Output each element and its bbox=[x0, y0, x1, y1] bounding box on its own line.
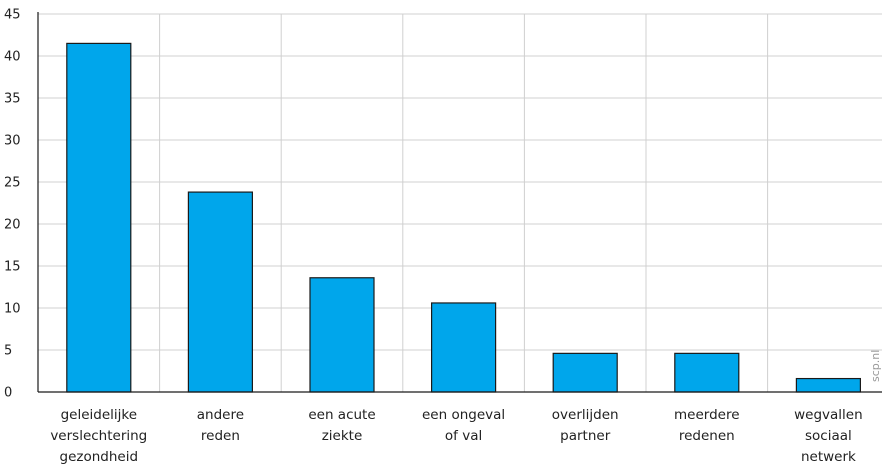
x-category-label: een ongeval of val bbox=[422, 407, 505, 444]
x-category-label-line: redenen bbox=[679, 428, 735, 444]
bars bbox=[66, 42, 862, 393]
x-category-label: wegvallen sociaal netwerk bbox=[794, 407, 863, 465]
y-tick-label: 30 bbox=[4, 134, 21, 149]
x-category-label: geleidelijke verslechtering gezondheid bbox=[50, 407, 147, 465]
x-category-label-line: wegvallen bbox=[794, 407, 863, 423]
x-category-label-line: een ongeval bbox=[422, 407, 505, 423]
y-tick-label: 0 bbox=[4, 386, 12, 401]
grid bbox=[38, 13, 882, 392]
x-category-label-line: sociaal bbox=[805, 428, 852, 444]
bar bbox=[309, 277, 375, 393]
x-category-label: andere reden bbox=[197, 407, 244, 444]
x-category-label-line: meerdere bbox=[674, 407, 740, 423]
x-category-label-line: gezondheid bbox=[60, 449, 139, 465]
y-tick-label: 45 bbox=[4, 8, 21, 23]
x-category-label-line: of val bbox=[445, 428, 482, 444]
x-category-label: een acute ziekte bbox=[308, 407, 375, 444]
x-category-label-line: reden bbox=[201, 428, 240, 444]
x-category-label-line: ziekte bbox=[322, 428, 363, 444]
y-tick-label: 20 bbox=[4, 218, 21, 233]
bar bbox=[674, 352, 740, 393]
bar bbox=[431, 302, 497, 393]
x-category-label-line: overlijden bbox=[552, 407, 619, 423]
x-category-label-line: netwerk bbox=[801, 449, 856, 465]
x-category-label-line: een acute bbox=[308, 407, 375, 423]
x-category-label-line: andere bbox=[197, 407, 244, 423]
x-category-label-line: partner bbox=[560, 428, 611, 444]
y-tick-label: 5 bbox=[4, 344, 12, 359]
bar bbox=[66, 42, 132, 393]
bar bbox=[187, 191, 253, 393]
x-category-label-line: verslechtering bbox=[50, 428, 147, 444]
x-axis-labels: geleidelijke verslechtering gezondheid ande… bbox=[50, 407, 862, 465]
y-tick-label: 35 bbox=[4, 92, 21, 107]
y-axis-ticks: 0 5 10 15 20 25 30 35 40 45 bbox=[4, 8, 21, 401]
bar bbox=[795, 377, 862, 393]
y-tick-label: 40 bbox=[4, 50, 21, 65]
x-category-label: meerdere redenen bbox=[674, 407, 740, 444]
watermark-label: scp.nl bbox=[869, 350, 882, 382]
x-category-label-line: geleidelijke bbox=[61, 407, 137, 423]
bar bbox=[552, 352, 618, 393]
x-category-label: overlijden partner bbox=[552, 407, 619, 444]
axes bbox=[37, 12, 882, 393]
y-tick-label: 10 bbox=[4, 302, 21, 317]
y-tick-label: 15 bbox=[4, 260, 21, 275]
y-tick-label: 25 bbox=[4, 176, 21, 191]
